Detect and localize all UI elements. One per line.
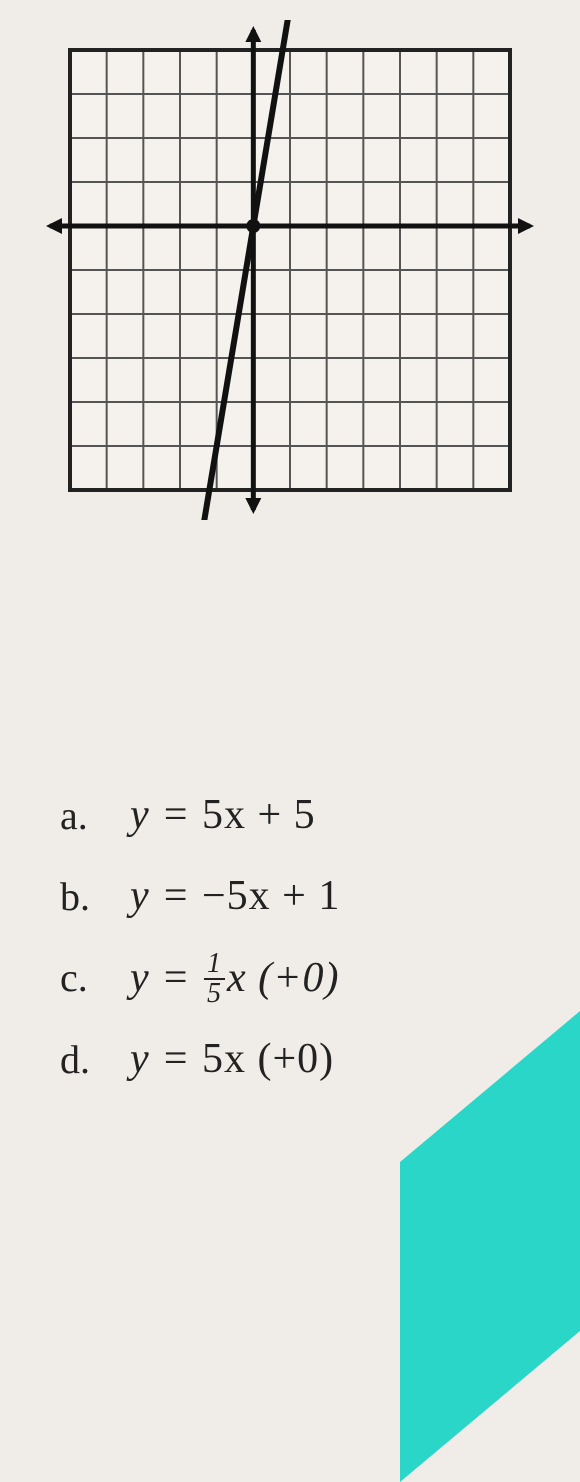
accent-decoration (400, 1011, 580, 1482)
option-d: d. y = 5x (+0) (60, 1024, 340, 1095)
option-letter: b. (60, 863, 130, 931)
option-equation: y = 5x + 5 (130, 780, 316, 851)
option-b: b. y = −5x + 1 (60, 861, 340, 932)
option-equation: y = −5x + 1 (130, 861, 340, 932)
answer-options: a. y = 5x + 5 b. y = −5x + 1 c. y = 15x … (60, 780, 340, 1106)
option-equation: y = 5x (+0) (130, 1024, 334, 1095)
option-letter: d. (60, 1026, 130, 1094)
option-letter: c. (60, 944, 130, 1012)
option-a: a. y = 5x + 5 (60, 780, 340, 851)
option-letter: a. (60, 782, 130, 850)
line-graph (40, 20, 540, 520)
option-c: c. y = 15x (+0) (60, 943, 340, 1014)
option-equation: y = 15x (+0) (130, 943, 339, 1014)
